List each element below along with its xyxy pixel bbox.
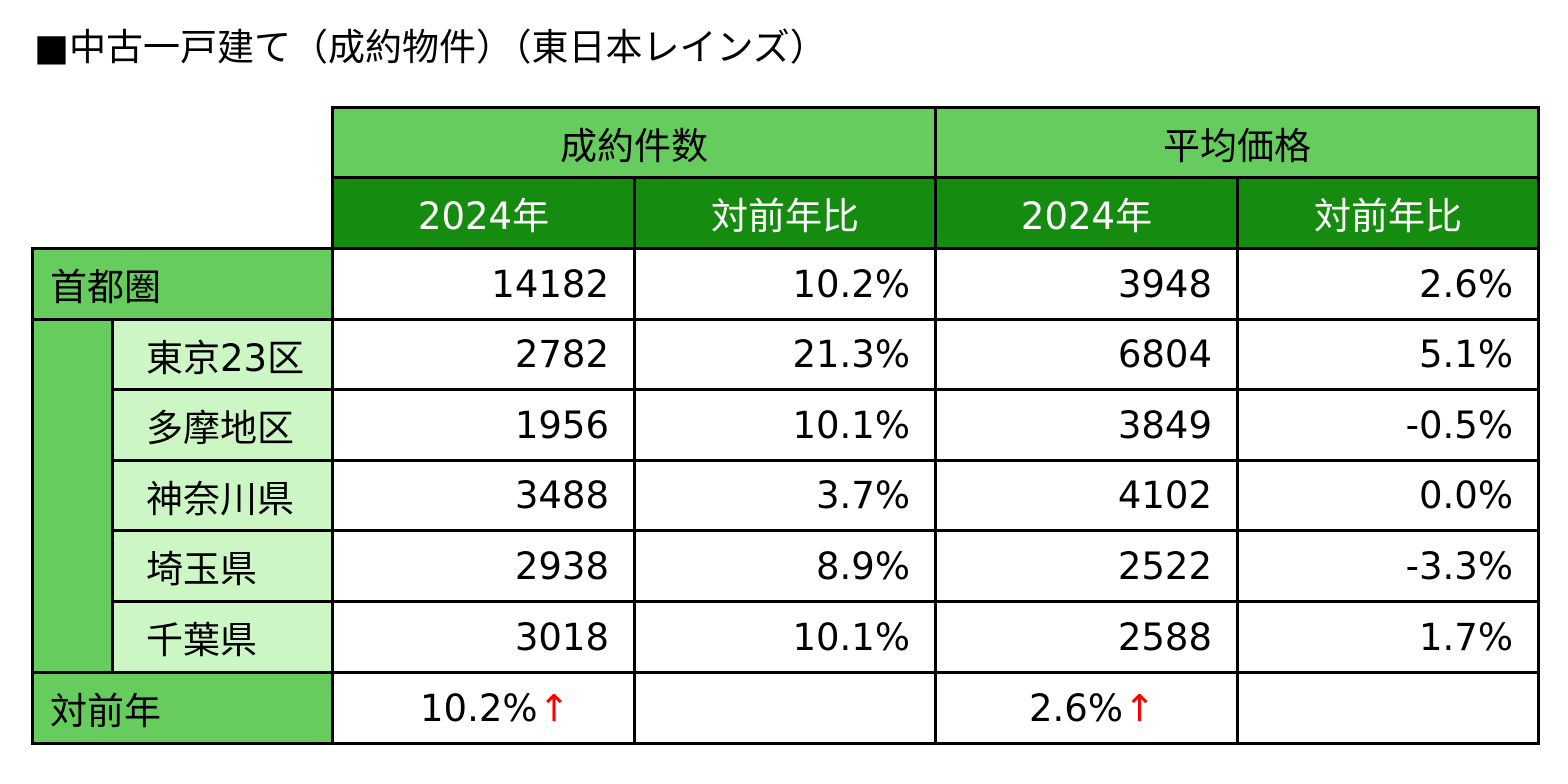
footer-price-change: 2.6% ↑ (934, 671, 1239, 745)
subheader-price-2024: 2024年 (934, 176, 1239, 250)
region-label-shutoken: 首都圏 (31, 247, 334, 321)
cell-tokyo23-count-yoy: 21.3% (633, 318, 937, 391)
cell-tama-count: 1956 (331, 388, 636, 462)
footer-count-change-value: 10.2% (420, 686, 538, 730)
subheader-label: 2024年 (1020, 195, 1153, 238)
cell-chiba-price-yoy: 1.7% (1236, 600, 1540, 674)
subheader-count-yoy: 対前年比 (633, 176, 937, 250)
page-title: ■中古一戸建て（成約物件）（東日本レインズ） (34, 26, 827, 69)
row-label-chiba: 千葉県 (111, 600, 334, 674)
up-arrow-icon: ↑ (1124, 686, 1156, 730)
row-label: 東京23区 (146, 336, 305, 380)
cell-saitama-count: 2938 (331, 529, 636, 603)
up-arrow-icon: ↑ (538, 686, 570, 730)
cell-kanagawa-price-yoy: 0.0% (1236, 459, 1540, 532)
row-label: 埼玉県 (146, 548, 257, 591)
row-label-tokyo23: 東京23区 (111, 318, 334, 391)
cell-tama-count-yoy: 10.1% (633, 388, 937, 462)
header-contract-count-label: 成約件数 (560, 124, 708, 168)
header-average-price-label: 平均価格 (1163, 124, 1311, 168)
cell-shutoken-count: 14182 (331, 247, 636, 321)
cell-chiba-count-yoy: 10.1% (633, 600, 937, 674)
subheader-label: 対前年比 (711, 195, 859, 238)
row-label-saitama: 埼玉県 (111, 529, 334, 603)
cell-kanagawa-count-yoy: 3.7% (633, 459, 937, 532)
cell-tokyo23-price-yoy: 5.1% (1236, 318, 1540, 391)
row-label-kanagawa: 神奈川県 (111, 459, 334, 532)
cell-chiba-count: 3018 (331, 600, 636, 674)
row-label: 多摩地区 (146, 407, 294, 450)
cell-saitama-price-yoy: -3.3% (1236, 529, 1540, 603)
footer-empty-cell (1236, 671, 1540, 745)
cell-tokyo23-count: 2782 (331, 318, 636, 391)
cell-tokyo23-price: 6804 (934, 318, 1239, 391)
cell-kanagawa-price: 4102 (934, 459, 1239, 532)
cell-shutoken-price-yoy: 2.6% (1236, 247, 1540, 321)
footer-count-change: 10.2% ↑ (331, 671, 636, 745)
region-label: 首都圏 (50, 266, 161, 309)
cell-chiba-price: 2588 (934, 600, 1239, 674)
footer-price-change-value: 2.6% (1029, 686, 1123, 730)
cell-shutoken-price: 3948 (934, 247, 1239, 321)
footer-label-cell: 対前年 (31, 671, 334, 745)
cell-saitama-price: 2522 (934, 529, 1239, 603)
row-label: 千葉県 (146, 619, 257, 662)
subheader-price-yoy: 対前年比 (1236, 176, 1540, 250)
row-label: 神奈川県 (146, 477, 294, 521)
header-contract-count: 成約件数 (331, 106, 937, 179)
subheader-label: 2024年 (417, 195, 550, 238)
cell-kanagawa-count: 3488 (331, 459, 636, 532)
subheader-label: 対前年比 (1314, 195, 1462, 238)
footer-label: 対前年 (50, 690, 161, 733)
subheader-count-2024: 2024年 (331, 176, 636, 250)
row-label-tama: 多摩地区 (111, 388, 334, 462)
footer-empty-cell (633, 671, 937, 745)
cell-tama-price-yoy: -0.5% (1236, 388, 1540, 462)
cell-tama-price: 3849 (934, 388, 1239, 462)
cell-shutoken-count-yoy: 10.2% (633, 247, 937, 321)
region-sidebar (31, 318, 114, 674)
cell-saitama-count-yoy: 8.9% (633, 529, 937, 603)
header-average-price: 平均価格 (934, 106, 1540, 179)
